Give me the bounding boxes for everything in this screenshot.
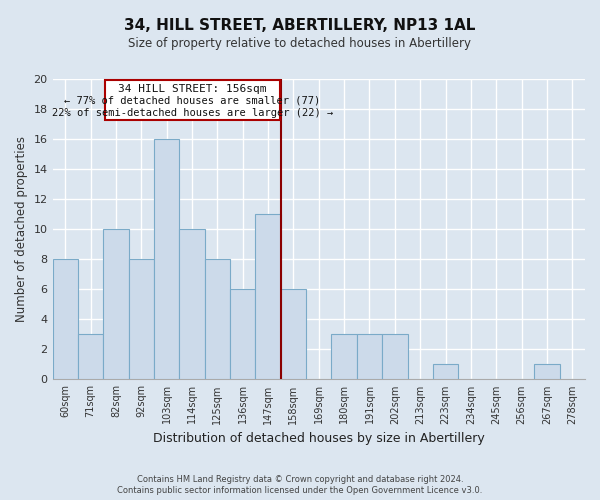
Bar (230, 290, 256, 380)
Bar (78, 334, 103, 380)
Bar (154, 139, 179, 380)
Bar (179, 229, 205, 380)
Bar (331, 334, 357, 380)
Bar (53, 260, 78, 380)
Bar (534, 364, 560, 380)
Bar (382, 334, 407, 380)
Text: Size of property relative to detached houses in Abertillery: Size of property relative to detached ho… (128, 38, 472, 51)
Y-axis label: Number of detached properties: Number of detached properties (15, 136, 28, 322)
Bar (281, 290, 306, 380)
Text: 22% of semi-detached houses are larger (22) →: 22% of semi-detached houses are larger (… (52, 108, 333, 118)
Bar (103, 229, 128, 380)
Bar (205, 260, 230, 380)
Bar (357, 334, 382, 380)
Bar (128, 260, 154, 380)
Text: 34 HILL STREET: 156sqm: 34 HILL STREET: 156sqm (118, 84, 266, 94)
Bar (433, 364, 458, 380)
Text: ← 77% of detached houses are smaller (77): ← 77% of detached houses are smaller (77… (64, 96, 320, 106)
Bar (104, 80, 280, 120)
Text: Contains public sector information licensed under the Open Government Licence v3: Contains public sector information licen… (118, 486, 482, 495)
Text: 34, HILL STREET, ABERTILLERY, NP13 1AL: 34, HILL STREET, ABERTILLERY, NP13 1AL (124, 18, 476, 32)
Text: Contains HM Land Registry data © Crown copyright and database right 2024.: Contains HM Land Registry data © Crown c… (137, 475, 463, 484)
Bar (256, 214, 281, 380)
X-axis label: Distribution of detached houses by size in Abertillery: Distribution of detached houses by size … (153, 432, 485, 445)
